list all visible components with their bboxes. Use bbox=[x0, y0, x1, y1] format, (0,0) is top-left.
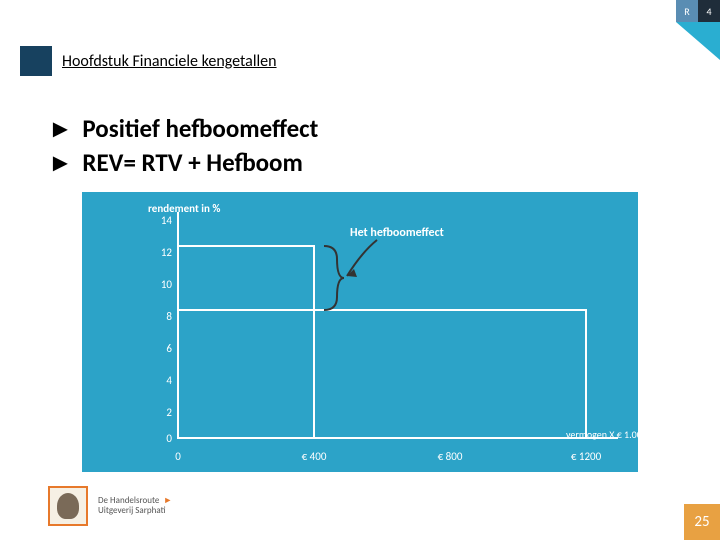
bullet-arrow-icon: ► bbox=[48, 113, 73, 144]
chart-svg bbox=[82, 192, 638, 472]
publisher-lines: De Handelsroute ► Uitgeverij Sarphati bbox=[98, 496, 174, 517]
bullet-arrow-icon: ► bbox=[48, 147, 73, 178]
header-accent-box bbox=[20, 46, 52, 76]
bar-2 bbox=[178, 310, 586, 438]
bullet-1-text: Positief hefboomeffect bbox=[82, 113, 318, 144]
corner-badge-2: 4 bbox=[698, 0, 720, 22]
publisher-2: Uitgeverij Sarphati bbox=[98, 506, 174, 516]
annotation-arrow-line bbox=[347, 240, 377, 276]
bullet-1: ► Positief hefboomeffect bbox=[48, 112, 318, 146]
bullet-2: ► REV= RTV + Hefboom bbox=[48, 146, 318, 180]
leverage-chart: rendement in % 14 12 10 8 6 4 2 0 0 € 40… bbox=[82, 192, 638, 472]
publisher-1: De Handelsroute bbox=[98, 495, 159, 506]
corner-triangle bbox=[676, 22, 720, 60]
annotation-brace bbox=[324, 246, 344, 310]
bullet-2-text: REV= RTV + Hefboom bbox=[82, 147, 302, 178]
bullet-list: ► Positief hefboomeffect ► REV= RTV + He… bbox=[48, 112, 318, 180]
slide-header: Hoofdstuk Financiele kengetallen bbox=[20, 46, 277, 76]
publisher-portrait-icon bbox=[57, 493, 79, 519]
publisher-arrow-icon: ► bbox=[163, 495, 172, 506]
bar-1 bbox=[178, 246, 314, 438]
publisher-logo bbox=[48, 486, 88, 526]
chapter-title: Hoofdstuk Financiele kengetallen bbox=[62, 52, 277, 71]
publisher-footer: De Handelsroute ► Uitgeverij Sarphati bbox=[48, 486, 174, 526]
page-number-badge: 25 bbox=[684, 504, 720, 540]
corner-badge-1: R bbox=[676, 0, 698, 22]
top-corner-badges: R 4 bbox=[676, 0, 720, 22]
